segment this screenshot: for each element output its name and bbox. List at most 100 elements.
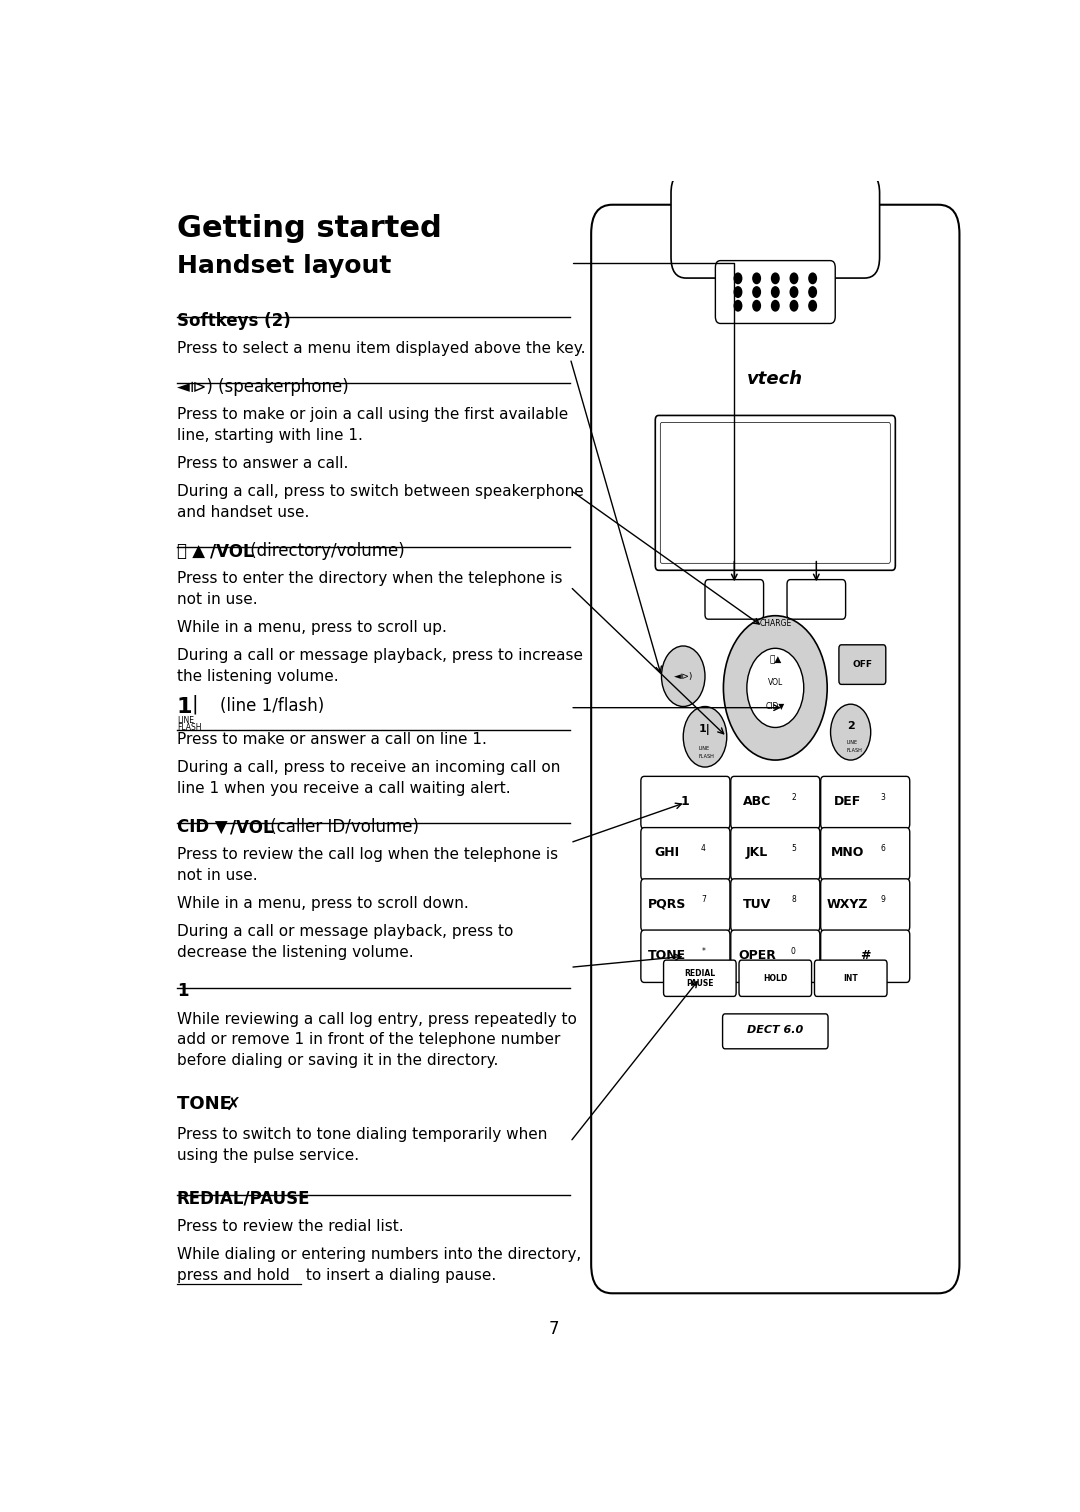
Text: not in use.: not in use.	[177, 593, 257, 608]
Text: press and hold: press and hold	[177, 1267, 289, 1282]
FancyBboxPatch shape	[591, 204, 959, 1293]
Text: TONE: TONE	[177, 1095, 238, 1113]
Text: OPER: OPER	[739, 950, 777, 962]
Text: MNO: MNO	[831, 847, 864, 859]
Text: 3: 3	[881, 792, 886, 801]
Text: Getting started: Getting started	[177, 215, 442, 243]
Text: Press to make or answer a call on line 1.: Press to make or answer a call on line 1…	[177, 732, 487, 747]
Text: (caller ID/volume): (caller ID/volume)	[265, 818, 419, 836]
Text: 9: 9	[881, 895, 886, 904]
Text: ABC: ABC	[743, 795, 771, 809]
Text: WXYZ: WXYZ	[826, 898, 868, 910]
Text: TONE: TONE	[648, 950, 686, 962]
Circle shape	[809, 287, 816, 298]
Text: While dialing or entering numbers into the directory,: While dialing or entering numbers into t…	[177, 1247, 581, 1261]
FancyBboxPatch shape	[656, 416, 895, 570]
Text: TUV: TUV	[743, 898, 771, 910]
Circle shape	[771, 274, 779, 284]
Text: to insert a dialing pause.: to insert a dialing pause.	[300, 1267, 496, 1282]
Text: Softkeys (2): Softkeys (2)	[177, 311, 291, 330]
Text: vtech: vtech	[747, 370, 804, 389]
Text: 1: 1	[177, 983, 188, 1001]
Text: 2: 2	[847, 721, 854, 732]
Text: During a call or message playback, press to: During a call or message playback, press…	[177, 924, 513, 939]
Text: decrease the listening volume.: decrease the listening volume.	[177, 945, 414, 960]
FancyBboxPatch shape	[731, 776, 820, 829]
Text: 7: 7	[549, 1320, 558, 1338]
Text: /VOL: /VOL	[230, 818, 273, 836]
Text: |: |	[192, 696, 199, 714]
Text: LINE: LINE	[699, 745, 710, 751]
Text: FLASH: FLASH	[177, 723, 201, 732]
Text: OFF: OFF	[852, 661, 873, 670]
Circle shape	[724, 615, 827, 761]
Text: REDIAL
PAUSE: REDIAL PAUSE	[685, 969, 715, 987]
Text: line, starting with line 1.: line, starting with line 1.	[177, 428, 363, 443]
Text: LINE: LINE	[177, 715, 193, 724]
FancyBboxPatch shape	[663, 960, 737, 996]
Text: DECT 6.0: DECT 6.0	[747, 1025, 804, 1036]
Text: (directory/volume): (directory/volume)	[245, 543, 405, 561]
FancyBboxPatch shape	[821, 827, 909, 880]
Text: line 1 when you receive a call waiting alert.: line 1 when you receive a call waiting a…	[177, 782, 511, 795]
Circle shape	[734, 287, 742, 298]
Text: CID ▼: CID ▼	[177, 818, 228, 836]
Text: FLASH: FLASH	[699, 754, 714, 759]
Text: During a call, press to receive an incoming call on: During a call, press to receive an incom…	[177, 761, 561, 776]
FancyBboxPatch shape	[723, 1015, 828, 1049]
Text: ⧈▲: ⧈▲	[769, 655, 782, 664]
Text: 6: 6	[881, 844, 886, 853]
Text: 2: 2	[791, 792, 796, 801]
FancyBboxPatch shape	[705, 579, 764, 620]
Text: 5: 5	[791, 844, 796, 853]
Text: REDIAL/PAUSE: REDIAL/PAUSE	[177, 1190, 310, 1208]
Circle shape	[809, 274, 816, 284]
FancyBboxPatch shape	[640, 930, 730, 983]
Text: JKL: JKL	[746, 847, 768, 859]
Text: DEF: DEF	[834, 795, 861, 809]
Text: While in a menu, press to scroll down.: While in a menu, press to scroll down.	[177, 897, 469, 912]
FancyBboxPatch shape	[731, 878, 820, 931]
FancyBboxPatch shape	[660, 422, 890, 564]
FancyBboxPatch shape	[671, 172, 879, 278]
Text: Press to switch to tone dialing temporarily when: Press to switch to tone dialing temporar…	[177, 1126, 548, 1142]
Circle shape	[734, 301, 742, 311]
FancyBboxPatch shape	[640, 878, 730, 931]
FancyBboxPatch shape	[821, 930, 909, 983]
Text: 0: 0	[791, 947, 796, 956]
Circle shape	[791, 287, 798, 298]
Text: and handset use.: and handset use.	[177, 505, 309, 520]
Text: not in use.: not in use.	[177, 868, 257, 883]
Circle shape	[771, 301, 779, 311]
Text: PQRS: PQRS	[648, 898, 687, 910]
Text: While in a menu, press to scroll up.: While in a menu, press to scroll up.	[177, 620, 447, 635]
Text: VOL: VOL	[768, 677, 783, 686]
Text: During a call or message playback, press to increase: During a call or message playback, press…	[177, 649, 583, 664]
Circle shape	[753, 301, 760, 311]
Circle shape	[661, 646, 705, 706]
Text: add or remove 1 in front of the telephone number: add or remove 1 in front of the telephon…	[177, 1033, 561, 1048]
Text: ⧈ ▲: ⧈ ▲	[177, 543, 205, 561]
Text: the listening volume.: the listening volume.	[177, 670, 338, 685]
Circle shape	[791, 301, 798, 311]
Text: 1: 1	[681, 795, 690, 809]
Text: before dialing or saving it in the directory.: before dialing or saving it in the direc…	[177, 1054, 498, 1069]
Circle shape	[791, 274, 798, 284]
Text: INT: INT	[843, 974, 859, 983]
Text: ✗: ✗	[226, 1095, 241, 1113]
Text: 7: 7	[701, 895, 706, 904]
Text: GHI: GHI	[654, 847, 679, 859]
FancyBboxPatch shape	[739, 960, 811, 996]
Text: LINE: LINE	[847, 739, 858, 745]
Text: 4: 4	[701, 844, 706, 853]
FancyBboxPatch shape	[821, 776, 909, 829]
FancyBboxPatch shape	[731, 827, 820, 880]
FancyBboxPatch shape	[839, 644, 886, 685]
FancyBboxPatch shape	[731, 930, 820, 983]
FancyBboxPatch shape	[640, 827, 730, 880]
Text: CHARGE: CHARGE	[759, 620, 792, 627]
Text: Press to select a menu item displayed above the key.: Press to select a menu item displayed ab…	[177, 340, 585, 355]
Text: Press to enter the directory when the telephone is: Press to enter the directory when the te…	[177, 572, 563, 587]
Text: Press to make or join a call using the first available: Press to make or join a call using the f…	[177, 407, 568, 422]
Circle shape	[734, 274, 742, 284]
